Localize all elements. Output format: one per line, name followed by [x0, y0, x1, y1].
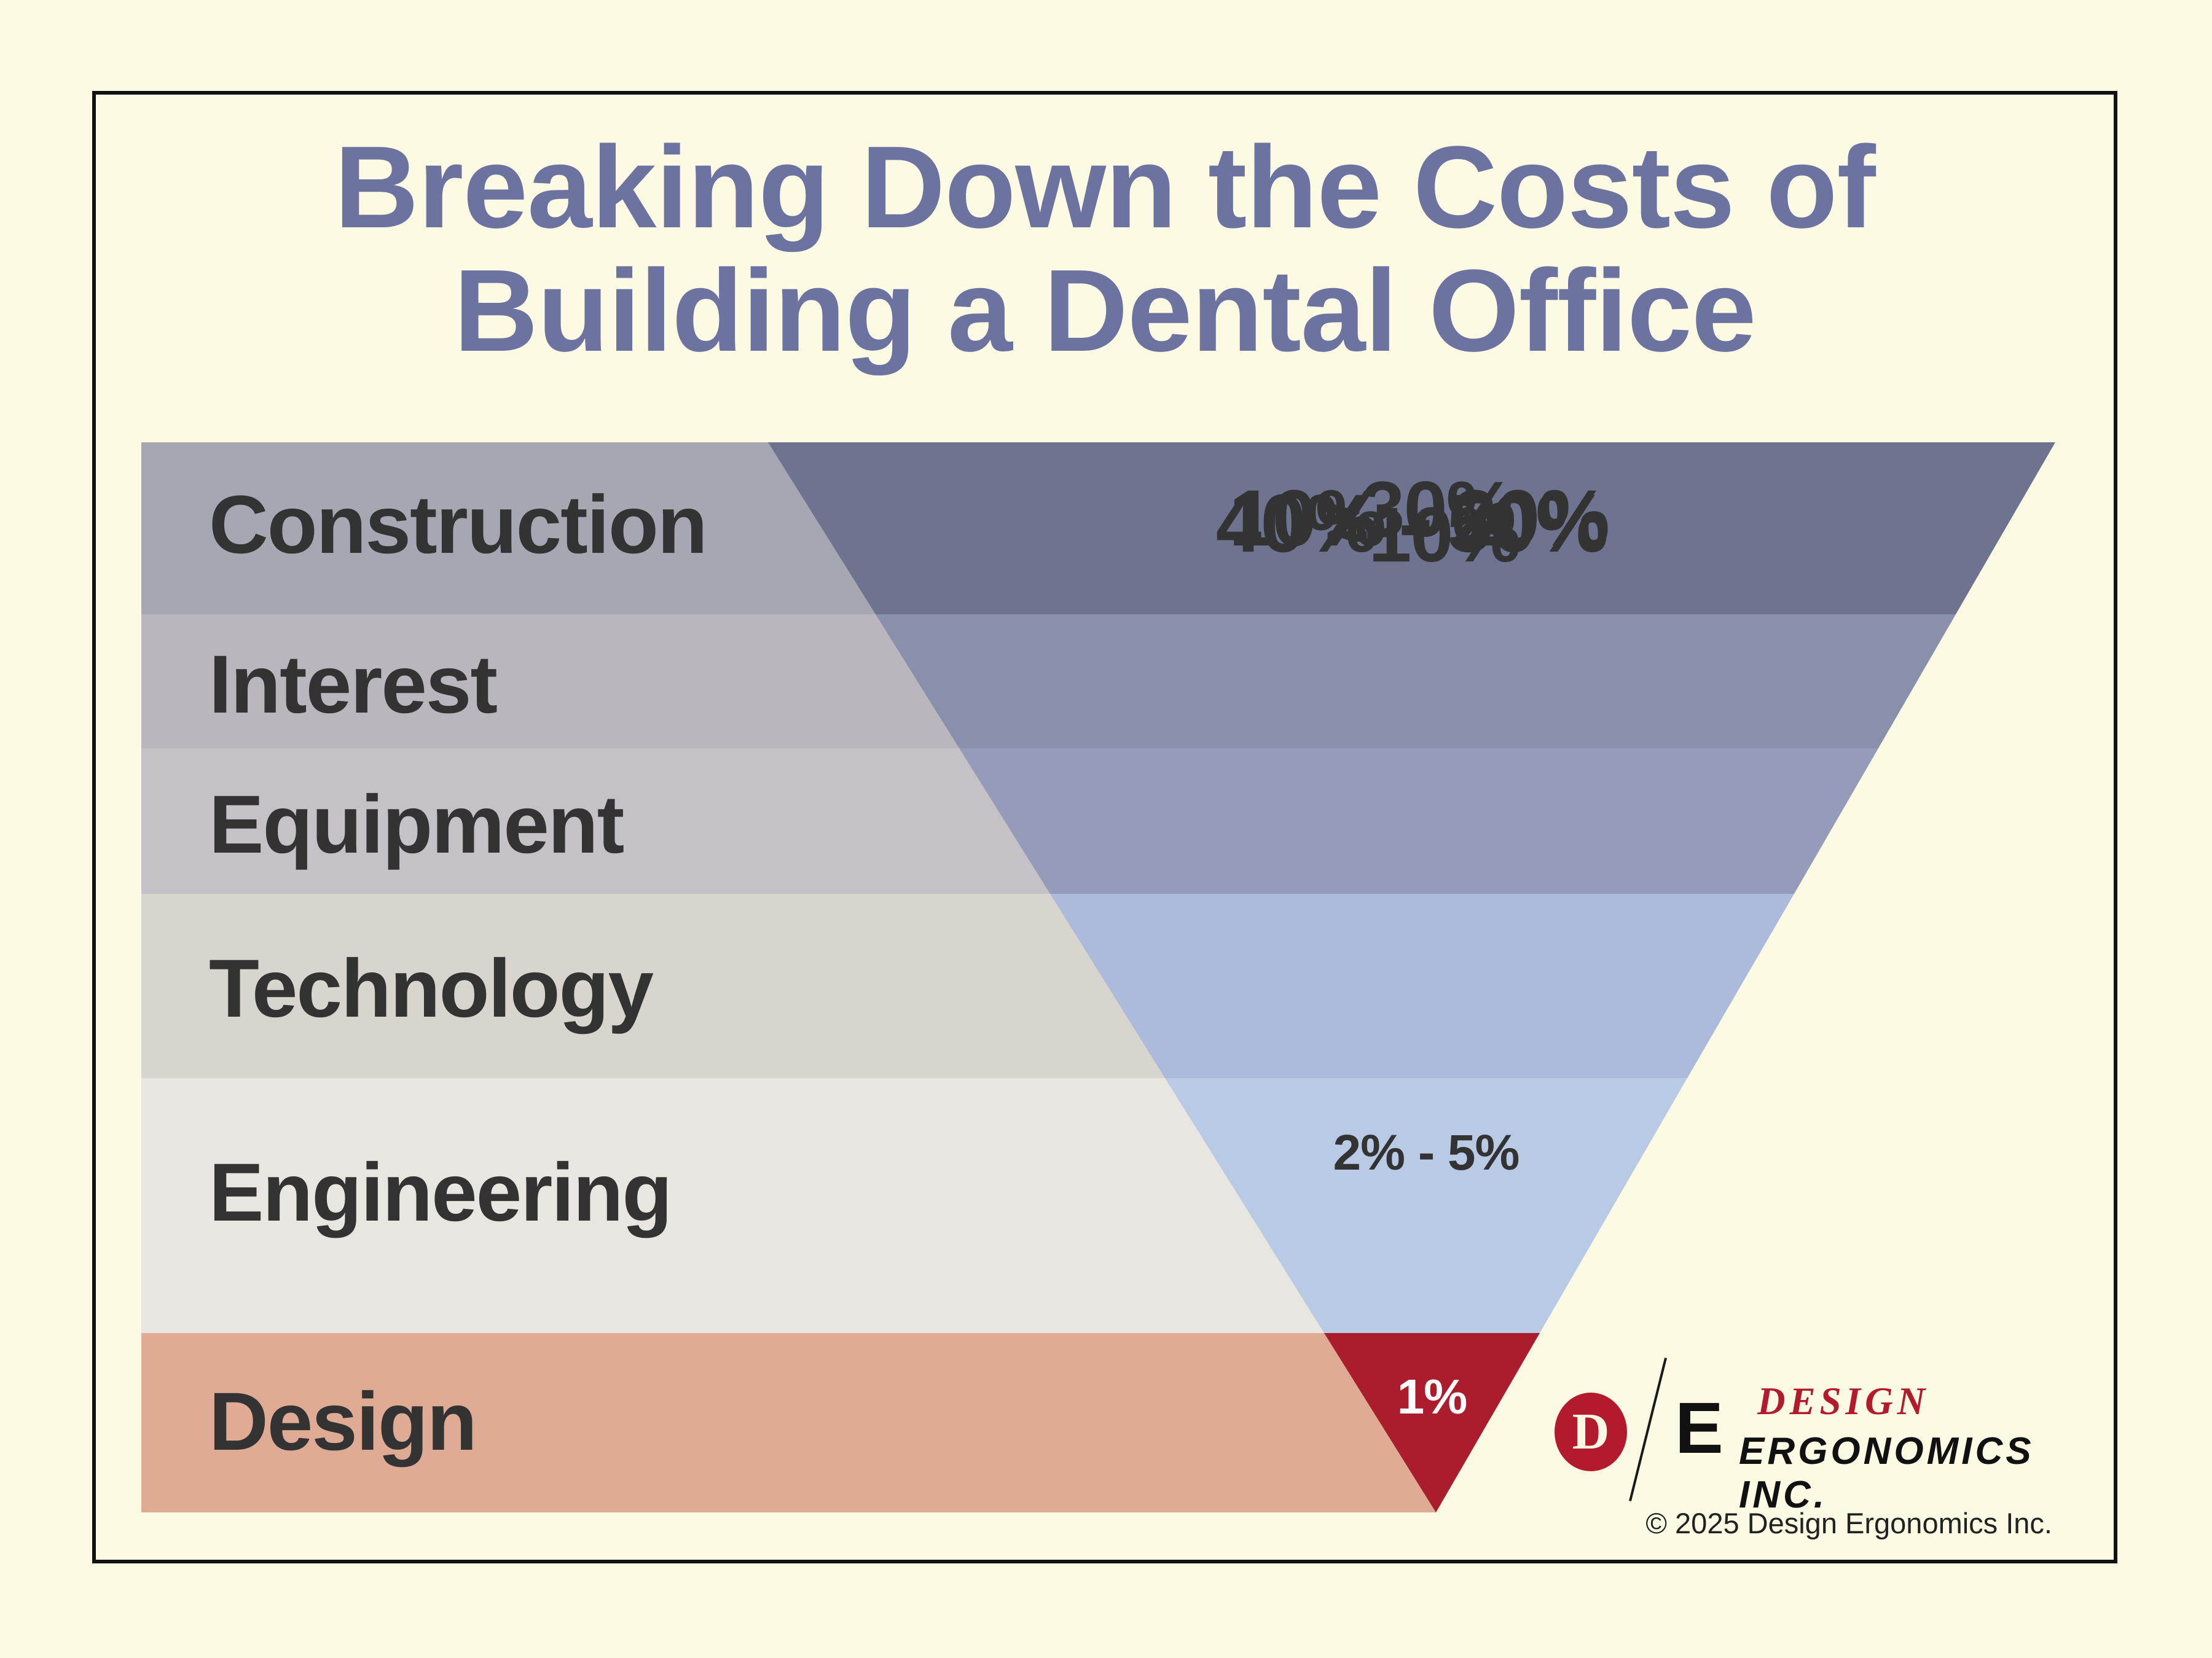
logo-e-mark: E	[1675, 1388, 1724, 1469]
page-title-line-1: Breaking Down the Costs of	[334, 122, 1876, 252]
row-label-technology: Technology	[209, 943, 654, 1034]
row-percent-interest: ~30%	[1316, 466, 1516, 553]
funnel-segment-engineering	[1165, 1078, 1687, 1333]
logo-d-mark-icon: D	[1555, 1393, 1627, 1471]
page-title: Breaking Down the Costs of Building a De…	[92, 122, 2117, 377]
design-ergonomics-logo: D E DESIGN ERGONOMICS INC.	[1555, 1358, 2031, 1516]
row-label-equipment: Equipment	[209, 779, 624, 870]
logo-slash-icon	[1629, 1358, 1667, 1501]
funnel-chart: Construction Interest Equipment Technolo…	[141, 442, 2120, 1514]
logo-word-ergonomics: ERGONOMICS INC.	[1739, 1430, 2034, 1516]
row-percent-technology: ~10%	[1324, 491, 1521, 578]
row-label-construction: Construction	[209, 479, 708, 571]
funnel-segment-design-tip	[1324, 1333, 1540, 1512]
row-percent-equipment: 10% - 20%	[1229, 473, 1610, 563]
page-border	[92, 91, 2117, 1563]
funnel-segment-equipment	[959, 748, 1878, 894]
row-label-interest: Interest	[209, 639, 498, 730]
funnel-segment-technology	[1050, 894, 1794, 1078]
page-title-line-2: Building a Dental Office	[453, 246, 1757, 377]
band-design: Design	[141, 1333, 1436, 1512]
row-percent-construction: 40% - 50%	[1215, 478, 1609, 569]
funnel-segment-construction	[768, 442, 2055, 614]
row-label-engineering: Engineering	[209, 1147, 672, 1238]
row-percent-design: 1%	[1397, 1369, 1468, 1424]
row-label-design: Design	[209, 1376, 477, 1468]
logo-word-design: DESIGN	[1757, 1380, 1930, 1423]
copyright-notice: © 2025 Design Ergonomics Inc.	[1645, 1507, 2052, 1539]
funnel-shape	[768, 442, 2055, 1512]
row-percent-engineering: 2% - 5%	[1333, 1125, 1520, 1181]
funnel-segment-interest	[876, 614, 1956, 748]
